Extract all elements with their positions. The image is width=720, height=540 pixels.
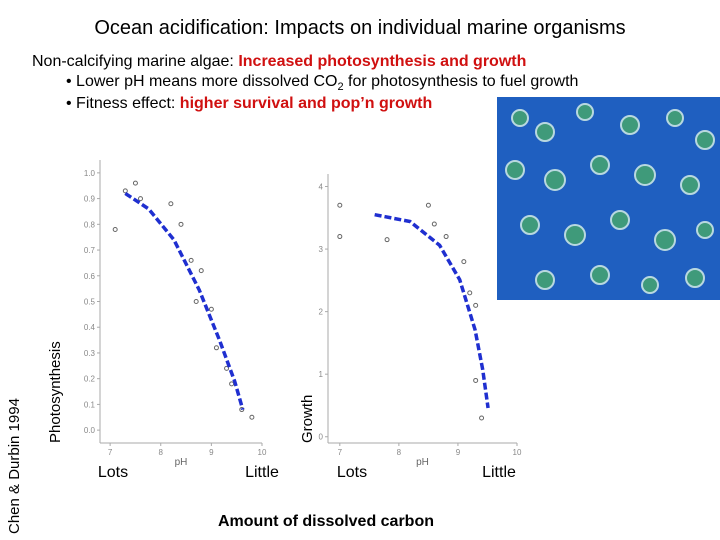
point bbox=[473, 377, 479, 383]
cell bbox=[544, 169, 566, 191]
x-annotation: Little bbox=[482, 464, 516, 481]
y-tick-label: 4 bbox=[319, 183, 324, 192]
y-tick-label: 0.4 bbox=[84, 323, 96, 332]
y-tick-label: 0.0 bbox=[84, 426, 96, 435]
cells bbox=[505, 103, 715, 294]
cell bbox=[535, 270, 555, 290]
x-label: pH bbox=[416, 457, 429, 468]
y-tick-label: 0.1 bbox=[84, 400, 96, 409]
x-tick-label: 8 bbox=[159, 448, 164, 457]
cell bbox=[511, 109, 529, 127]
point bbox=[132, 180, 138, 186]
y-tick-label: 0.2 bbox=[84, 375, 96, 384]
x-annotation: Lots bbox=[337, 464, 367, 481]
text: • Lower pH means more dissolved CO bbox=[66, 73, 337, 90]
text: • Fitness effect: bbox=[66, 95, 180, 112]
x-tick-label: 8 bbox=[397, 448, 402, 457]
bullet: • Lower pH means more dissolved CO2 for … bbox=[66, 73, 578, 93]
cell bbox=[634, 164, 656, 186]
point bbox=[112, 226, 118, 232]
x-tick-label: 10 bbox=[513, 448, 522, 457]
point bbox=[239, 407, 245, 413]
y-tick-label: 0.9 bbox=[84, 195, 96, 204]
title: Ocean acidification: Impacts on individu… bbox=[94, 17, 625, 39]
x-annotation: Lots bbox=[98, 464, 128, 481]
cell bbox=[654, 229, 676, 251]
point bbox=[467, 290, 473, 296]
text: Non-calcifying marine algae: bbox=[32, 53, 238, 70]
y-tick-label: 0.7 bbox=[84, 246, 96, 255]
cell bbox=[695, 130, 715, 150]
cell bbox=[610, 210, 630, 230]
point bbox=[425, 202, 431, 208]
x-label: pH bbox=[175, 457, 188, 468]
cell bbox=[520, 215, 540, 235]
caption: Amount of dissolved carbon bbox=[218, 513, 434, 530]
cell bbox=[685, 268, 705, 288]
x-tick-label: 9 bbox=[209, 448, 214, 457]
trend-line bbox=[374, 212, 490, 409]
credit: Chen & Durbin 1994 bbox=[6, 398, 23, 534]
point bbox=[208, 306, 214, 312]
point bbox=[224, 365, 230, 371]
y-tick-label: 0.8 bbox=[84, 220, 96, 229]
point bbox=[337, 234, 343, 240]
y-tick-label: 1.0 bbox=[84, 169, 96, 178]
y-tick-label: 0.5 bbox=[84, 298, 96, 307]
cell bbox=[696, 221, 714, 239]
text: for photosynthesis to fuel growth bbox=[344, 73, 579, 90]
x-tick-label: 10 bbox=[258, 448, 267, 457]
y-tick-label: 3 bbox=[319, 245, 324, 254]
cell bbox=[535, 122, 555, 142]
cell bbox=[576, 103, 594, 121]
y-tick-label: 2 bbox=[319, 308, 324, 317]
subscript: 2 bbox=[337, 81, 343, 93]
point bbox=[384, 237, 390, 243]
bullet: • Fitness effect: higher survival and po… bbox=[66, 95, 432, 112]
point bbox=[337, 202, 343, 208]
highlight: higher survival and pop’n growth bbox=[180, 95, 432, 112]
point bbox=[473, 302, 479, 308]
point bbox=[443, 234, 449, 240]
point bbox=[178, 221, 184, 227]
cell bbox=[505, 160, 525, 180]
photo-bg bbox=[497, 97, 720, 300]
y-tick-label: 0 bbox=[319, 433, 324, 442]
cell bbox=[641, 276, 659, 294]
point bbox=[193, 299, 199, 304]
cell bbox=[620, 115, 640, 135]
photo bbox=[497, 97, 720, 300]
line: Non-calcifying marine algae: Increased p… bbox=[32, 53, 526, 70]
cell bbox=[590, 265, 610, 285]
point bbox=[431, 221, 437, 227]
point bbox=[122, 188, 128, 194]
point bbox=[479, 415, 485, 421]
y-tick-label: 0.6 bbox=[84, 272, 96, 281]
highlight: Increased photosynthesis and growth bbox=[238, 53, 526, 70]
x-tick-label: 7 bbox=[338, 448, 343, 457]
point bbox=[138, 196, 143, 202]
y-label: Growth bbox=[299, 395, 316, 443]
point bbox=[229, 381, 235, 387]
point bbox=[168, 201, 174, 207]
point bbox=[188, 257, 194, 263]
cell bbox=[564, 224, 586, 246]
cell bbox=[666, 109, 684, 127]
x-tick-label: 7 bbox=[108, 448, 113, 457]
y-label: Photosynthesis bbox=[47, 341, 64, 443]
y-tick-label: 0.3 bbox=[84, 349, 96, 358]
point bbox=[198, 268, 204, 274]
point bbox=[461, 259, 467, 265]
y-tick-label: 1 bbox=[319, 370, 324, 379]
trend-line bbox=[124, 191, 245, 411]
point bbox=[213, 345, 219, 351]
cell bbox=[680, 175, 700, 195]
cell bbox=[590, 155, 610, 175]
x-tick-label: 9 bbox=[456, 448, 461, 457]
point bbox=[249, 414, 255, 420]
x-annotation: Little bbox=[245, 464, 279, 481]
